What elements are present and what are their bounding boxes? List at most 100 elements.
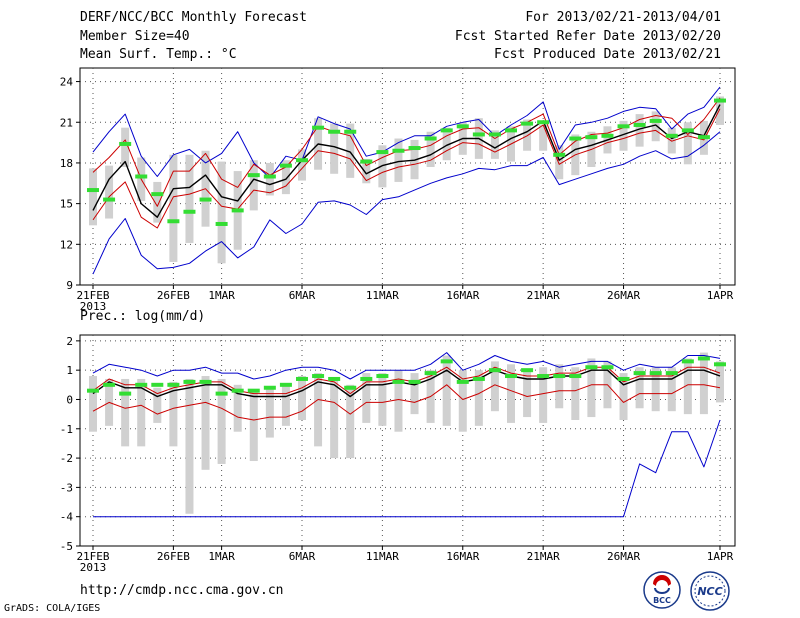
median-marker: [392, 379, 405, 384]
spread-bar: [667, 367, 676, 412]
median-marker: [569, 136, 582, 141]
median-marker: [392, 148, 405, 153]
median-marker: [87, 188, 99, 193]
median-marker: [344, 129, 357, 134]
y-tick-label: 2: [66, 335, 73, 348]
median-marker: [488, 368, 501, 373]
median-marker: [247, 388, 260, 393]
x-tick-label: 21MAR: [527, 289, 560, 302]
median-marker: [553, 374, 566, 379]
spread-bar: [121, 378, 130, 447]
spread-bar: [185, 154, 194, 243]
median-marker: [119, 391, 132, 396]
x-tick-label: 26MAR: [607, 550, 640, 563]
x-tick-label: 16MAR: [446, 550, 479, 563]
median-marker: [440, 128, 453, 133]
median-marker: [183, 209, 196, 214]
source-url[interactable]: http://cmdp.ncc.cma.gov.cn: [80, 583, 284, 598]
median-marker: [665, 371, 678, 376]
median-marker: [167, 382, 180, 387]
median-marker: [328, 129, 341, 134]
median-marker: [199, 197, 212, 202]
x-tick-label: 11MAR: [366, 550, 399, 563]
x-tick-label: 26FEB: [157, 550, 190, 563]
median-marker: [376, 150, 389, 155]
x-tick-label: 1APR: [707, 289, 734, 302]
spread-bar: [105, 165, 114, 219]
spread-bar: [121, 127, 130, 168]
spread-bar: [683, 358, 692, 415]
spread-bar: [298, 376, 306, 420]
series-line-ensemble-min: [92, 131, 721, 275]
median-marker: [296, 376, 308, 381]
y-tick-label: 24: [60, 76, 74, 89]
spread-bar: [394, 138, 403, 182]
median-marker: [360, 376, 373, 381]
y-tick-label: -4: [60, 511, 74, 524]
median-marker: [199, 379, 212, 384]
series-line-ensemble-max: [92, 352, 721, 380]
median-marker: [601, 365, 614, 370]
median-marker: [135, 174, 148, 179]
median-marker: [633, 122, 646, 127]
median-marker: [456, 124, 469, 129]
x-tick-label: 2013: [80, 300, 107, 313]
median-marker: [472, 376, 485, 381]
spread-bar: [249, 390, 258, 462]
spread-bar: [651, 111, 660, 142]
median-marker: [697, 356, 710, 361]
x-tick-label: 2013: [80, 561, 107, 574]
x-tick-label: 16MAR: [446, 289, 479, 302]
y-tick-label: -2: [60, 452, 73, 465]
spread-bar: [330, 123, 339, 174]
median-marker: [569, 374, 582, 379]
median-marker: [231, 388, 244, 393]
median-marker: [505, 374, 517, 379]
spread-bar: [137, 378, 146, 447]
median-marker: [456, 379, 469, 384]
x-tick-label: 21MAR: [527, 550, 560, 563]
median-marker: [681, 128, 694, 133]
x-tick-label: 11MAR: [366, 289, 399, 302]
spread-bar: [716, 361, 724, 403]
x-tick-label: 1APR: [707, 550, 734, 563]
median-marker: [521, 368, 534, 373]
y-tick-label: -5: [60, 540, 73, 553]
x-tick-label: 6MAR: [289, 550, 316, 563]
median-marker: [697, 135, 710, 140]
median-marker: [633, 371, 646, 376]
spread-bar: [474, 370, 483, 426]
y-tick-label: 0: [66, 393, 73, 406]
spread-bar: [555, 364, 564, 409]
spread-bar: [507, 364, 515, 423]
series-line-upper: [92, 366, 721, 395]
y-tick-label: 1: [66, 364, 73, 377]
bcc-logo: BCC: [643, 571, 681, 609]
spread-bar: [683, 122, 692, 165]
median-marker: [296, 158, 308, 163]
spread-bar: [555, 145, 564, 180]
variable-label-temperature: Mean Surf. Temp.: °C: [80, 47, 237, 62]
member-size: Member Size=40: [80, 29, 190, 44]
median-marker: [103, 382, 116, 387]
y-tick-label: -3: [60, 481, 73, 494]
variable-label-precipitation: Prec.: log(mm/d): [80, 309, 206, 324]
spread-bar: [314, 373, 323, 447]
series-line-lower: [92, 108, 721, 229]
median-marker: [263, 385, 276, 390]
spread-bar: [281, 160, 290, 195]
median-marker: [215, 221, 228, 226]
median-marker: [408, 379, 421, 384]
median-marker: [617, 124, 630, 129]
spread-bar: [265, 162, 274, 196]
median-marker: [505, 128, 517, 133]
spread-bar: [185, 378, 194, 514]
spread-bar: [378, 373, 387, 426]
spread-bar: [442, 355, 451, 426]
median-marker: [537, 374, 550, 379]
spread-bar: [298, 149, 306, 181]
median-marker: [135, 382, 148, 387]
spread-bar: [426, 131, 435, 168]
y-tick-label: -1: [60, 423, 73, 436]
